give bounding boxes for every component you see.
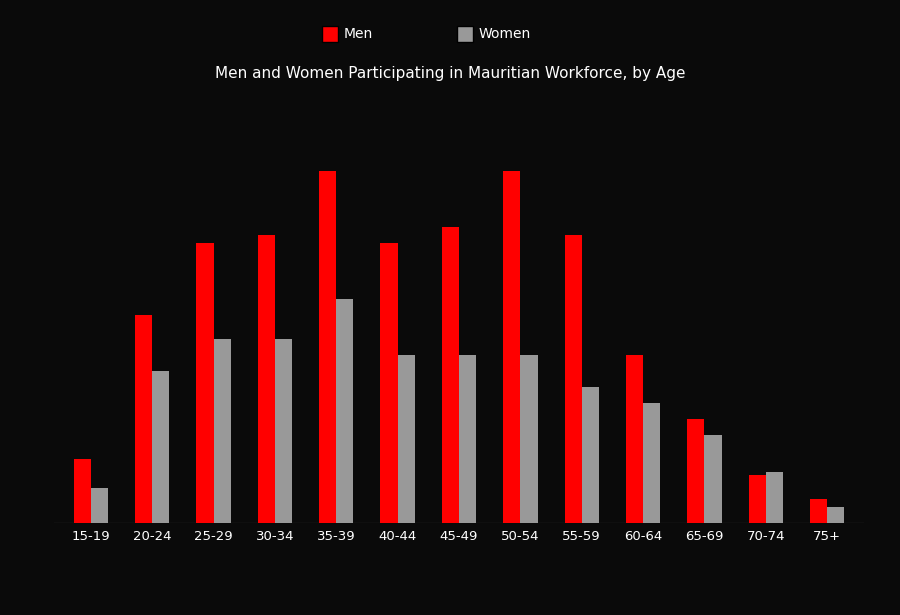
- Bar: [705, 435, 722, 523]
- Bar: [581, 387, 598, 523]
- Bar: [320, 171, 337, 523]
- Bar: [74, 459, 91, 523]
- Bar: [274, 339, 292, 523]
- Bar: [196, 243, 213, 523]
- Bar: [337, 299, 354, 523]
- Bar: [827, 507, 844, 523]
- Bar: [442, 227, 459, 523]
- Bar: [91, 488, 108, 523]
- Bar: [257, 235, 274, 523]
- Bar: [644, 403, 661, 523]
- Bar: [213, 339, 230, 523]
- Bar: [564, 235, 581, 523]
- Bar: [381, 243, 398, 523]
- Bar: [810, 499, 827, 523]
- Bar: [749, 475, 766, 523]
- Text: Women: Women: [479, 27, 531, 41]
- Text: Men and Women Participating in Mauritian Workforce, by Age: Men and Women Participating in Mauritian…: [215, 66, 685, 81]
- Bar: [520, 355, 537, 523]
- Bar: [135, 315, 152, 523]
- Bar: [626, 355, 644, 523]
- Bar: [766, 472, 783, 523]
- Bar: [398, 355, 415, 523]
- Bar: [503, 171, 520, 523]
- Bar: [688, 419, 705, 523]
- Text: Men: Men: [344, 27, 374, 41]
- Bar: [459, 355, 476, 523]
- Bar: [152, 371, 169, 523]
